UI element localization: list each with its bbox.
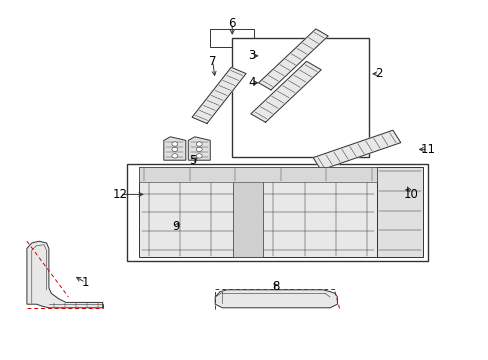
Polygon shape [163, 137, 185, 160]
Circle shape [172, 142, 178, 146]
Circle shape [196, 147, 202, 152]
Bar [376, 167, 422, 257]
Circle shape [172, 147, 178, 152]
Circle shape [172, 154, 178, 158]
Text: 7: 7 [208, 55, 216, 68]
Text: 6: 6 [228, 17, 236, 30]
Polygon shape [192, 67, 245, 123]
Polygon shape [27, 241, 102, 308]
Text: 3: 3 [247, 49, 255, 62]
Bar [139, 167, 376, 182]
Text: 11: 11 [420, 143, 434, 156]
Circle shape [196, 142, 202, 146]
Polygon shape [312, 130, 400, 170]
Text: 4: 4 [247, 76, 255, 89]
Text: 10: 10 [403, 188, 417, 201]
Polygon shape [188, 137, 210, 160]
Polygon shape [215, 290, 337, 308]
Polygon shape [258, 29, 327, 90]
Text: 8: 8 [272, 280, 280, 293]
Circle shape [196, 154, 202, 158]
Text: 12: 12 [112, 188, 127, 201]
Polygon shape [250, 61, 321, 122]
Text: 5: 5 [189, 154, 197, 167]
Bar [127, 164, 427, 261]
Bar [210, 29, 254, 47]
Text: 1: 1 [81, 276, 89, 289]
Bar [233, 167, 262, 257]
Text: 9: 9 [172, 220, 180, 233]
Bar [232, 38, 368, 157]
Text: 2: 2 [374, 67, 382, 80]
Bar [139, 167, 376, 257]
